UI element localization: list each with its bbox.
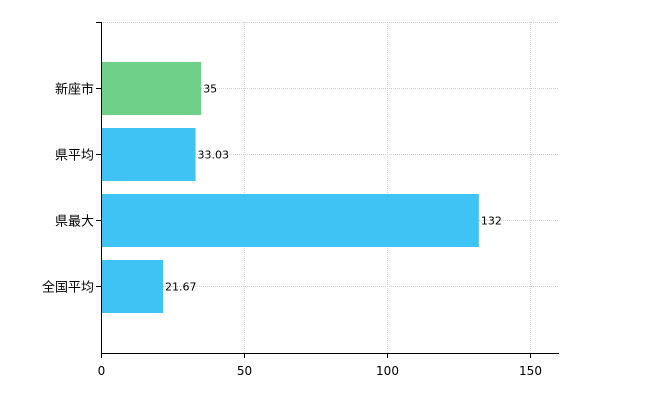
bars <box>101 62 479 313</box>
bar <box>101 260 164 313</box>
data-label: 21.67 <box>165 281 197 294</box>
y-tick-label: 新座市 <box>55 82 94 98</box>
bar <box>101 194 479 247</box>
data-label: 35 <box>203 83 217 96</box>
x-tick-label: 0 <box>98 364 106 378</box>
x-tick-label: 100 <box>376 364 399 378</box>
y-tick-label: 全国平均 <box>42 280 94 296</box>
y-tick-label: 県平均 <box>55 149 94 164</box>
bar <box>101 62 202 115</box>
x-tick-label: 50 <box>237 364 252 378</box>
axes <box>96 22 559 358</box>
y-tick-label: 県最大 <box>55 215 94 230</box>
data-label: 132 <box>481 215 502 228</box>
data-label: 33.03 <box>198 149 230 162</box>
bar <box>101 128 196 181</box>
x-tick-label: 150 <box>519 364 542 378</box>
